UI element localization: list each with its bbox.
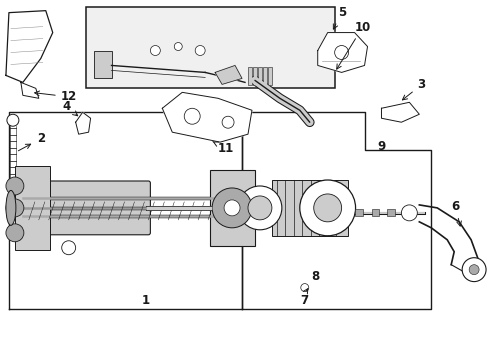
Bar [210, 170, 255, 246]
Circle shape [248, 196, 272, 220]
Polygon shape [162, 92, 252, 142]
Circle shape [301, 284, 309, 292]
Circle shape [224, 200, 240, 216]
Circle shape [6, 199, 24, 217]
Polygon shape [318, 32, 368, 72]
Bar [371, 209, 379, 216]
Polygon shape [21, 82, 39, 98]
Bar [263, 67, 267, 85]
Circle shape [300, 180, 356, 236]
Circle shape [462, 258, 486, 282]
Circle shape [6, 177, 24, 195]
Text: 12: 12 [35, 90, 77, 103]
Polygon shape [242, 112, 431, 310]
FancyBboxPatch shape [17, 181, 150, 235]
Circle shape [150, 45, 160, 55]
Bar [15, 166, 50, 250]
Polygon shape [75, 112, 91, 134]
Bar [355, 209, 363, 216]
Circle shape [401, 205, 417, 221]
Ellipse shape [6, 190, 16, 225]
Text: 2: 2 [18, 132, 45, 151]
Text: 3: 3 [402, 78, 425, 100]
Circle shape [195, 45, 205, 55]
Circle shape [184, 108, 200, 124]
Circle shape [314, 194, 342, 222]
Polygon shape [215, 66, 242, 84]
Circle shape [174, 42, 182, 50]
Circle shape [62, 241, 75, 255]
Text: 9: 9 [377, 140, 386, 153]
Circle shape [335, 45, 348, 59]
Bar [94, 50, 112, 78]
Text: 4: 4 [63, 100, 77, 116]
Bar [86, 7, 335, 88]
Bar [272, 180, 347, 236]
Circle shape [222, 116, 234, 128]
Circle shape [7, 114, 19, 126]
Text: 6: 6 [451, 200, 462, 226]
Text: 11: 11 [213, 141, 234, 155]
Bar [248, 67, 252, 85]
Text: 5: 5 [333, 6, 346, 29]
Circle shape [469, 265, 479, 275]
Polygon shape [382, 102, 419, 122]
Text: 7: 7 [301, 293, 309, 306]
Circle shape [212, 188, 252, 228]
Circle shape [238, 186, 282, 230]
Text: 1: 1 [141, 293, 149, 306]
Polygon shape [9, 112, 242, 310]
Bar [258, 67, 262, 85]
Circle shape [6, 224, 24, 242]
Bar [268, 67, 272, 85]
Bar [388, 209, 395, 216]
Bar [253, 67, 257, 85]
Text: 10: 10 [337, 21, 371, 69]
Text: 8: 8 [303, 270, 320, 294]
Polygon shape [6, 11, 53, 82]
